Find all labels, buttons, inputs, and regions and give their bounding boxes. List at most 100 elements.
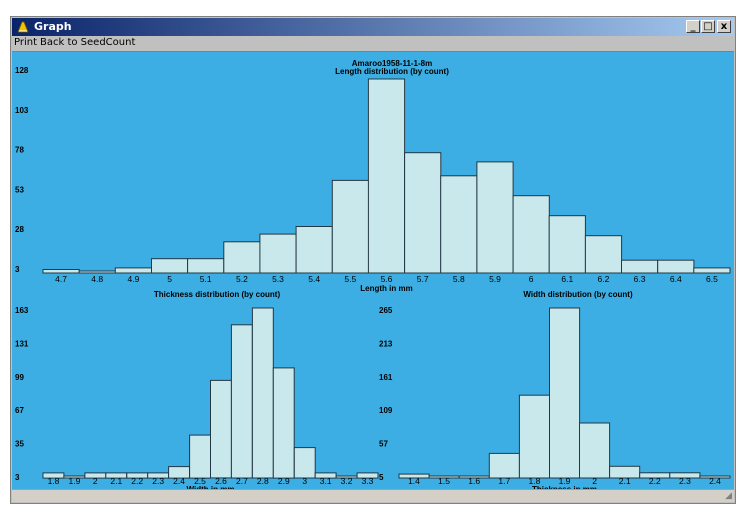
bar-5.9 xyxy=(476,161,514,274)
bar-1.7 xyxy=(488,452,520,479)
bar-6.5 xyxy=(693,267,731,274)
x-tick-label: 2.6 xyxy=(215,476,227,486)
bar-2 xyxy=(579,422,611,479)
x-tick-label: 1.9 xyxy=(559,476,571,486)
bar-6 xyxy=(512,195,550,274)
bar-2.4 xyxy=(699,475,731,479)
bar-1.8 xyxy=(518,394,550,479)
x-tick-label: 5.2 xyxy=(236,274,248,284)
bar-2.1 xyxy=(609,465,641,479)
bar-3.3 xyxy=(356,472,379,479)
x-tick-label: 2 xyxy=(93,476,98,486)
x-tick-label: 5.6 xyxy=(381,274,393,284)
x-axis-label: Length in mm xyxy=(360,284,412,293)
bar-2.9 xyxy=(272,367,295,479)
window-title: Graph xyxy=(34,20,72,33)
y-tick-label: 265 xyxy=(379,306,393,315)
x-tick-label: 3 xyxy=(302,476,307,486)
x-tick-label: 2 xyxy=(592,476,597,486)
x-tick-label: 2.1 xyxy=(110,476,122,486)
x-tick-label: 1.9 xyxy=(68,476,80,486)
y-tick-label: 5 xyxy=(379,473,384,482)
x-tick-label: 3.1 xyxy=(320,476,332,486)
x-tick-label: 3.2 xyxy=(341,476,353,486)
bar-2.5 xyxy=(189,434,212,479)
minimize-button[interactable]: _ xyxy=(686,20,700,33)
bar-5 xyxy=(151,258,189,274)
bar-4.7 xyxy=(42,269,80,274)
x-tick-label: 5.4 xyxy=(308,274,320,284)
bar-2.8 xyxy=(251,307,274,479)
menu-print[interactable]: Print xyxy=(14,37,38,48)
y-tick-label: 35 xyxy=(15,440,24,449)
y-tick-label: 109 xyxy=(379,406,393,415)
x-tick-label: 6.4 xyxy=(670,274,682,284)
x-tick-label: 5.7 xyxy=(417,274,429,284)
y-tick-label: 28 xyxy=(15,225,24,234)
bar-6.4 xyxy=(657,259,695,274)
x-tick-label: 2.2 xyxy=(649,476,661,486)
y-tick-label: 3 xyxy=(15,265,20,274)
bar-6.1 xyxy=(548,215,586,274)
x-tick-label: 5 xyxy=(167,274,172,284)
x-tick-label: 5.5 xyxy=(344,274,356,284)
x-tick-label: 2.2 xyxy=(131,476,143,486)
x-tick-label: 6 xyxy=(529,274,534,284)
y-tick-label: 67 xyxy=(15,406,24,415)
x-tick-label: 4.9 xyxy=(127,274,139,284)
x-tick-label: 2.4 xyxy=(173,476,185,486)
menu-bar: Print Back to SeedCount xyxy=(12,36,734,50)
bar-1.9 xyxy=(549,307,581,479)
status-bar: ◢ xyxy=(12,489,734,502)
maximize-button[interactable]: □ xyxy=(701,20,715,33)
x-tick-label: 1.8 xyxy=(48,476,60,486)
bar-4.8 xyxy=(78,270,116,274)
x-tick-label: 2.8 xyxy=(257,476,269,486)
y-tick-label: 161 xyxy=(379,373,393,382)
y-tick-label: 128 xyxy=(15,66,29,75)
bar-5.4 xyxy=(295,226,333,274)
close-button[interactable]: x xyxy=(717,20,731,33)
resize-grip-icon[interactable]: ◢ xyxy=(725,490,732,500)
x-tick-label: 2.9 xyxy=(278,476,290,486)
x-tick-label: 1.8 xyxy=(528,476,540,486)
title-bar[interactable]: Graph _ □ x xyxy=(12,18,734,36)
x-tick-label: 1.7 xyxy=(498,476,510,486)
y-tick-label: 53 xyxy=(15,185,24,194)
bar-5.7 xyxy=(404,152,442,274)
x-tick-label: 2.4 xyxy=(709,476,721,486)
bar-2.7 xyxy=(230,324,253,479)
chart-title: Thickness distribution (by count) xyxy=(154,290,281,299)
x-tick-label: 5.9 xyxy=(489,274,501,284)
app-icon xyxy=(17,21,29,33)
x-tick-label: 2.7 xyxy=(236,476,248,486)
x-tick-label: 5.1 xyxy=(200,274,212,284)
menu-back-to-seedcount[interactable]: Back to SeedCount xyxy=(40,37,136,48)
y-tick-label: 163 xyxy=(15,306,29,315)
y-tick-label: 57 xyxy=(379,440,388,449)
y-tick-label: 103 xyxy=(15,106,29,115)
x-tick-label: 4.8 xyxy=(91,274,103,284)
chart-area: Amaroo1958-11-1-8m Length distribution (b… xyxy=(12,51,734,494)
bar-6.3 xyxy=(621,259,659,274)
bar-2.6 xyxy=(210,379,232,479)
x-tick-label: 5.3 xyxy=(272,274,284,284)
x-tick-label: 3.3 xyxy=(362,476,374,486)
x-tick-label: 2.3 xyxy=(152,476,164,486)
chart-title: Amaroo1958-11-1-8m xyxy=(352,59,432,68)
x-tick-label: 1.4 xyxy=(408,476,420,486)
bar-5.5 xyxy=(331,179,369,274)
bar-2.3 xyxy=(669,472,701,479)
y-tick-label: 99 xyxy=(15,373,24,382)
x-tick-label: 2.3 xyxy=(679,476,691,486)
x-tick-label: 1.6 xyxy=(468,476,480,486)
bar-5.1 xyxy=(187,258,225,274)
x-tick-label: 6.5 xyxy=(706,274,718,284)
y-tick-label: 213 xyxy=(379,339,393,348)
bar-6.2 xyxy=(584,235,623,274)
bar-4.9 xyxy=(114,267,153,274)
x-tick-label: 6.2 xyxy=(597,274,609,284)
x-tick-label: 1.5 xyxy=(438,476,450,486)
x-tick-label: 2.5 xyxy=(194,476,206,486)
